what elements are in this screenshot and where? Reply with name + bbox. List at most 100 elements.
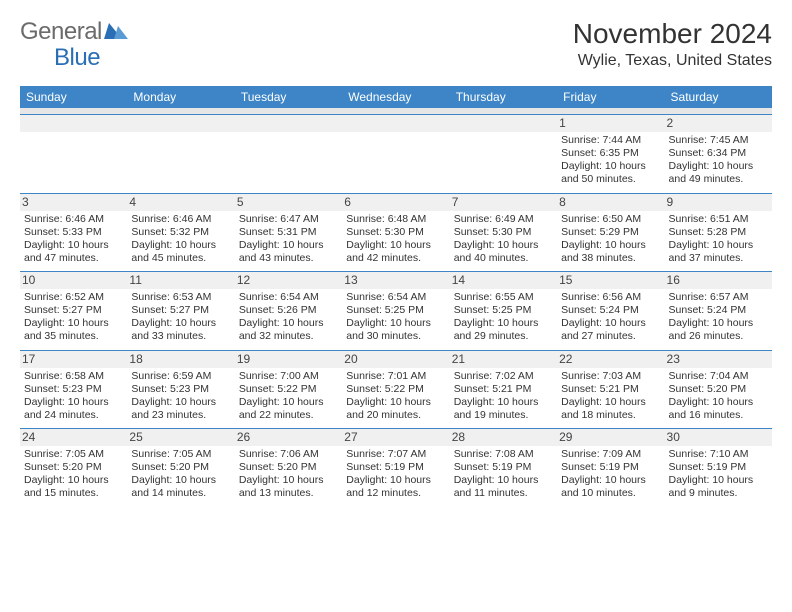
- day-cell: 23Sunrise: 7:04 AMSunset: 5:20 PMDayligh…: [665, 350, 772, 429]
- sunset-line: Sunset: 5:23 PM: [24, 383, 123, 396]
- day-cell: 3Sunrise: 6:46 AMSunset: 5:33 PMDaylight…: [20, 193, 127, 272]
- sunrise-line: Sunrise: 6:59 AM: [131, 370, 230, 383]
- title-block: November 2024 Wylie, Texas, United State…: [573, 18, 772, 70]
- daylight-line: Daylight: 10 hours and 26 minutes.: [669, 317, 768, 343]
- daylight-line: Daylight: 10 hours and 30 minutes.: [346, 317, 445, 343]
- day-cell: 19Sunrise: 7:00 AMSunset: 5:22 PMDayligh…: [235, 350, 342, 429]
- sunrise-line: Sunrise: 7:05 AM: [131, 448, 230, 461]
- day-cell: .: [235, 114, 342, 193]
- daylight-line: Daylight: 10 hours and 29 minutes.: [454, 317, 553, 343]
- sunrise-line: Sunrise: 7:00 AM: [239, 370, 338, 383]
- sunset-line: Sunset: 5:20 PM: [239, 461, 338, 474]
- sunset-line: Sunset: 6:34 PM: [669, 147, 768, 160]
- sunset-line: Sunset: 5:19 PM: [669, 461, 768, 474]
- sunrise-line: Sunrise: 6:49 AM: [454, 213, 553, 226]
- day-number: 5: [235, 194, 342, 211]
- sunrise-line: Sunrise: 6:47 AM: [239, 213, 338, 226]
- day-number: .: [342, 115, 449, 132]
- sunrise-line: Sunrise: 6:53 AM: [131, 291, 230, 304]
- week-row: 17Sunrise: 6:58 AMSunset: 5:23 PMDayligh…: [20, 350, 772, 429]
- day-cell: 29Sunrise: 7:09 AMSunset: 5:19 PMDayligh…: [557, 428, 664, 507]
- dow-header-row: Sunday Monday Tuesday Wednesday Thursday…: [20, 86, 772, 108]
- daylight-line: Daylight: 10 hours and 49 minutes.: [669, 160, 768, 186]
- sunrise-line: Sunrise: 6:46 AM: [24, 213, 123, 226]
- brand-part2: Blue: [54, 44, 100, 71]
- daylight-line: Daylight: 10 hours and 10 minutes.: [561, 474, 660, 500]
- dow-fri: Friday: [557, 86, 664, 108]
- daylight-line: Daylight: 10 hours and 9 minutes.: [669, 474, 768, 500]
- day-number: 27: [342, 429, 449, 446]
- brand-logo: General: [20, 18, 132, 46]
- day-cell: 1Sunrise: 7:44 AMSunset: 6:35 PMDaylight…: [557, 114, 664, 193]
- sunset-line: Sunset: 5:21 PM: [454, 383, 553, 396]
- day-cell: 13Sunrise: 6:54 AMSunset: 5:25 PMDayligh…: [342, 271, 449, 350]
- day-number: 25: [127, 429, 234, 446]
- week-row: 10Sunrise: 6:52 AMSunset: 5:27 PMDayligh…: [20, 271, 772, 350]
- day-number: 22: [557, 351, 664, 368]
- day-number: 21: [450, 351, 557, 368]
- day-number: 16: [665, 272, 772, 289]
- month-title: November 2024: [573, 18, 772, 50]
- day-number: 1: [557, 115, 664, 132]
- day-cell: .: [127, 114, 234, 193]
- daylight-line: Daylight: 10 hours and 50 minutes.: [561, 160, 660, 186]
- day-cell: .: [450, 114, 557, 193]
- calendar-table: Sunday Monday Tuesday Wednesday Thursday…: [20, 86, 772, 507]
- sunset-line: Sunset: 5:19 PM: [346, 461, 445, 474]
- sunrise-line: Sunrise: 6:56 AM: [561, 291, 660, 304]
- sunrise-line: Sunrise: 7:03 AM: [561, 370, 660, 383]
- day-cell: 28Sunrise: 7:08 AMSunset: 5:19 PMDayligh…: [450, 428, 557, 507]
- day-number: 2: [665, 115, 772, 132]
- day-number: 12: [235, 272, 342, 289]
- day-cell: 22Sunrise: 7:03 AMSunset: 5:21 PMDayligh…: [557, 350, 664, 429]
- sunset-line: Sunset: 5:27 PM: [131, 304, 230, 317]
- day-number: 6: [342, 194, 449, 211]
- location: Wylie, Texas, United States: [573, 52, 772, 70]
- sunrise-line: Sunrise: 6:54 AM: [239, 291, 338, 304]
- dow-wed: Wednesday: [342, 86, 449, 108]
- sunset-line: Sunset: 5:28 PM: [669, 226, 768, 239]
- daylight-line: Daylight: 10 hours and 16 minutes.: [669, 396, 768, 422]
- sunrise-line: Sunrise: 7:05 AM: [24, 448, 123, 461]
- day-cell: .: [20, 114, 127, 193]
- day-cell: 30Sunrise: 7:10 AMSunset: 5:19 PMDayligh…: [665, 428, 772, 507]
- day-cell: 14Sunrise: 6:55 AMSunset: 5:25 PMDayligh…: [450, 271, 557, 350]
- daylight-line: Daylight: 10 hours and 12 minutes.: [346, 474, 445, 500]
- daylight-line: Daylight: 10 hours and 23 minutes.: [131, 396, 230, 422]
- day-number: 15: [557, 272, 664, 289]
- sunset-line: Sunset: 6:35 PM: [561, 147, 660, 160]
- day-number: 3: [20, 194, 127, 211]
- sunset-line: Sunset: 5:22 PM: [239, 383, 338, 396]
- sunset-line: Sunset: 5:30 PM: [346, 226, 445, 239]
- day-cell: 26Sunrise: 7:06 AMSunset: 5:20 PMDayligh…: [235, 428, 342, 507]
- sunset-line: Sunset: 5:22 PM: [346, 383, 445, 396]
- day-cell: .: [342, 114, 449, 193]
- day-number: 10: [20, 272, 127, 289]
- sunrise-line: Sunrise: 7:45 AM: [669, 134, 768, 147]
- daylight-line: Daylight: 10 hours and 38 minutes.: [561, 239, 660, 265]
- sunrise-line: Sunrise: 6:46 AM: [131, 213, 230, 226]
- day-number: 9: [665, 194, 772, 211]
- daylight-line: Daylight: 10 hours and 47 minutes.: [24, 239, 123, 265]
- day-cell: 15Sunrise: 6:56 AMSunset: 5:24 PMDayligh…: [557, 271, 664, 350]
- daylight-line: Daylight: 10 hours and 24 minutes.: [24, 396, 123, 422]
- dow-mon: Monday: [127, 86, 234, 108]
- daylight-line: Daylight: 10 hours and 11 minutes.: [454, 474, 553, 500]
- sunset-line: Sunset: 5:19 PM: [454, 461, 553, 474]
- day-number: 13: [342, 272, 449, 289]
- daylight-line: Daylight: 10 hours and 27 minutes.: [561, 317, 660, 343]
- dow-thu: Thursday: [450, 86, 557, 108]
- sunset-line: Sunset: 5:21 PM: [561, 383, 660, 396]
- sunrise-line: Sunrise: 6:50 AM: [561, 213, 660, 226]
- sunset-line: Sunset: 5:19 PM: [561, 461, 660, 474]
- sunrise-line: Sunrise: 7:01 AM: [346, 370, 445, 383]
- sunset-line: Sunset: 5:25 PM: [346, 304, 445, 317]
- day-cell: 20Sunrise: 7:01 AMSunset: 5:22 PMDayligh…: [342, 350, 449, 429]
- day-cell: 21Sunrise: 7:02 AMSunset: 5:21 PMDayligh…: [450, 350, 557, 429]
- sunrise-line: Sunrise: 6:55 AM: [454, 291, 553, 304]
- sunrise-line: Sunrise: 6:58 AM: [24, 370, 123, 383]
- sunset-line: Sunset: 5:30 PM: [454, 226, 553, 239]
- sunset-line: Sunset: 5:20 PM: [131, 461, 230, 474]
- day-number: 28: [450, 429, 557, 446]
- day-cell: 2 Sunrise: 7:45 AMSunset: 6:34 PMDaylight…: [665, 114, 772, 193]
